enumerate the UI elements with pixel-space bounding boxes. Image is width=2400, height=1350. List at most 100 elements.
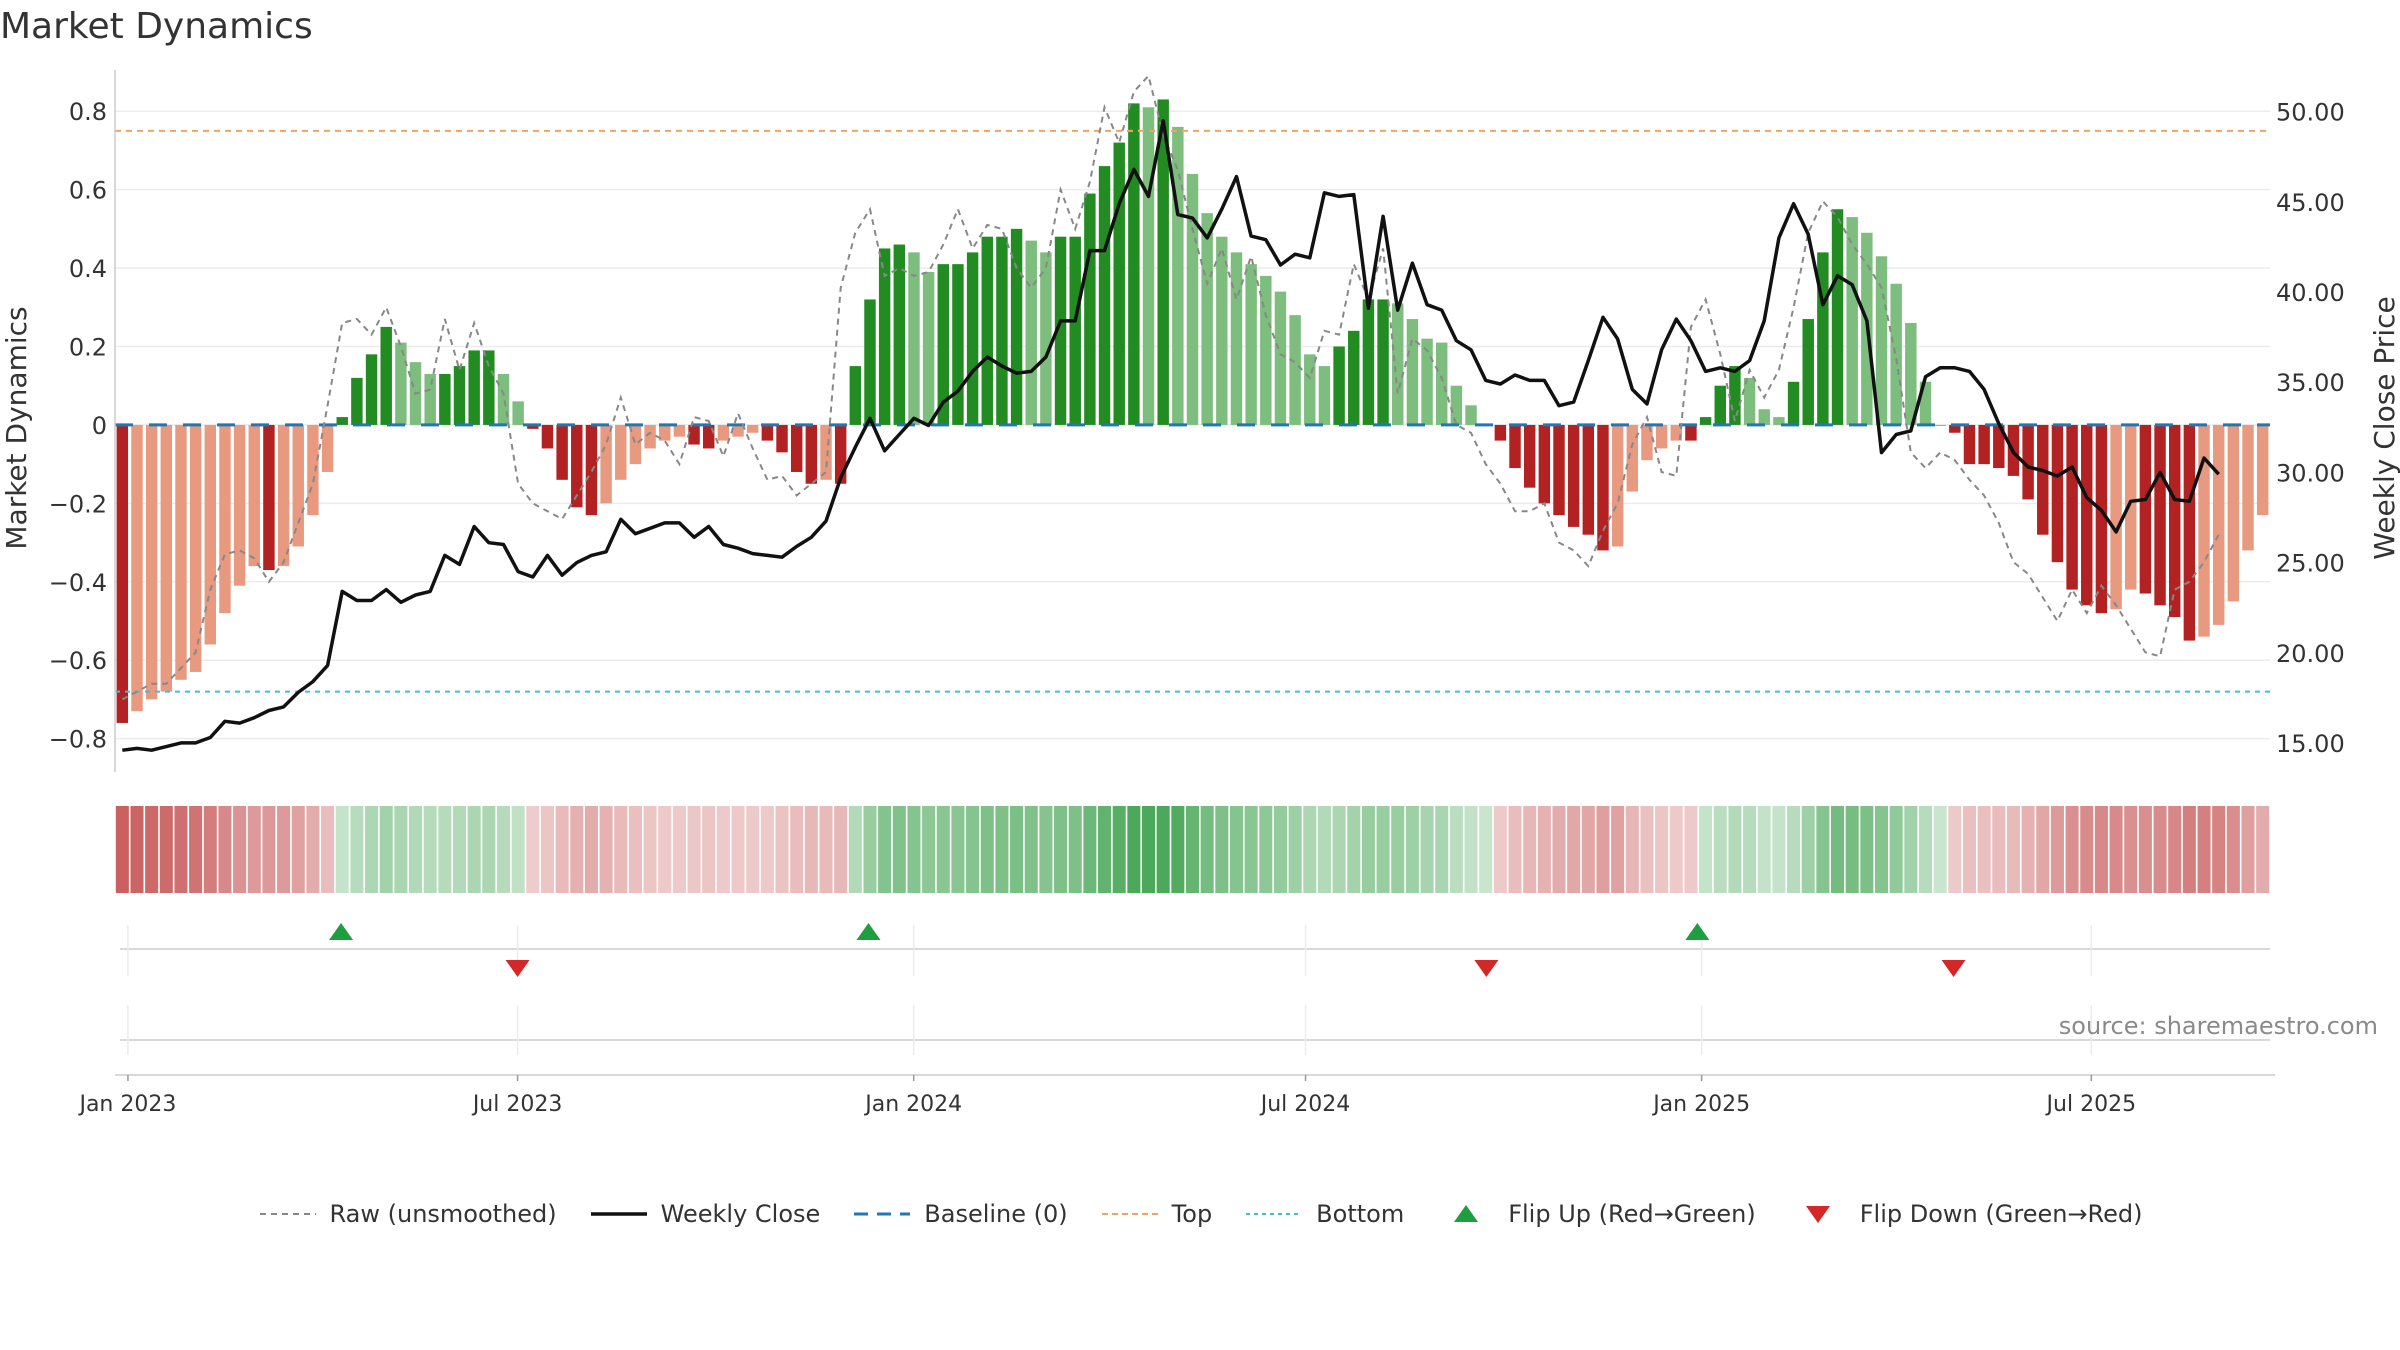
state-cell [643,806,657,893]
state-cell [2124,806,2138,893]
momentum-bar [453,366,466,425]
state-cell [716,806,730,893]
momentum-bar [1773,417,1785,425]
state-cell [1508,806,1522,893]
momentum-bar [1465,405,1477,425]
momentum-bar [1230,252,1243,425]
momentum-bar [497,373,510,425]
state-cell [702,806,716,893]
state-cell [1699,806,1713,893]
state-cell [1933,806,1947,893]
state-cell [1977,806,1991,893]
state-cell [379,806,393,893]
state-cell [438,806,452,893]
state-cell [2241,806,2255,893]
y-tick-label: 0.6 [69,177,107,205]
state-cell [1010,806,1024,893]
y2-tick-label: 15.00 [2276,730,2345,758]
state-cell [496,806,511,893]
momentum-bar [1582,424,1595,535]
momentum-bar [2139,424,2152,594]
momentum-bar [160,424,173,692]
momentum-bar [1890,283,1902,425]
state-cell [1889,806,1903,893]
momentum-bar [1260,275,1272,425]
state-cell [731,806,745,893]
momentum-bar [263,424,275,571]
state-cell [555,806,569,893]
y-tick-label: −0.8 [49,726,107,754]
legend-label: Top [1171,1200,1213,1228]
momentum-bar [1025,240,1037,425]
state-cell [365,806,379,893]
state-cell [1229,806,1244,893]
momentum-bar [2212,424,2225,625]
state-cell [350,806,364,893]
momentum-bar [2081,424,2093,606]
state-cell [1479,806,1493,893]
momentum-bar [820,424,832,480]
momentum-bar [1333,346,1345,425]
state-cell [145,806,159,893]
y-tick-label: 0 [92,412,107,440]
momentum-bar [1538,424,1551,504]
state-cell [1361,806,1375,893]
momentum-bar [1670,424,1682,441]
momentum-bar [1113,142,1125,425]
momentum-bar [1142,107,1155,425]
state-cell [951,806,965,893]
momentum-bar [1919,381,1932,425]
state-cell [1039,806,1053,893]
state-cell [1860,806,1874,893]
momentum-bar [1392,303,1404,425]
state-cell [291,806,305,893]
momentum-bar [233,424,246,586]
momentum-bar [1743,377,1756,425]
momentum-bar [952,264,964,425]
momentum-bar [1421,338,1433,425]
state-cell [1640,806,1654,893]
flip-down-marker [505,960,530,977]
state-cell [1904,806,1918,893]
state-cell [2212,806,2226,893]
momentum-bar [717,424,730,441]
momentum-bar [1245,264,1257,425]
momentum-bar [1436,342,1448,425]
state-cell [1728,806,1742,893]
legend-item-flip-down: Flip Down (Green→Red) [1788,1200,2143,1228]
state-cell [760,806,774,893]
state-cell [1464,806,1478,893]
momentum-bar [1523,424,1536,488]
momentum-bar [2198,424,2210,637]
y2-axis-label: Weekly Close Price [2368,296,2400,559]
state-cell [1435,806,1449,893]
dashed-line-orange-icon [1101,1213,1158,1215]
momentum-bar [541,424,554,449]
momentum-bar [746,424,759,433]
state-cell [1054,806,1068,893]
momentum-bar [1494,424,1507,441]
momentum-bar [893,244,906,425]
momentum-bar [849,366,862,425]
source-credit: source: sharemaestro.com [2058,1012,2378,1040]
dashed-line-blue-icon [854,1212,911,1216]
momentum-bar [2022,424,2034,500]
momentum-bar [1655,424,1668,449]
state-cell [2021,806,2035,893]
state-cell [1581,806,1595,893]
state-cell [1493,806,1507,893]
momentum-bar [2051,424,2064,563]
state-cell [2109,806,2123,893]
legend-label: Weekly Close [660,1200,821,1228]
state-cell [482,806,496,893]
momentum-bar [351,377,363,425]
momentum-bar [439,373,451,425]
y-tick-label: −0.2 [49,490,107,518]
momentum-bar [1787,381,1800,425]
state-cell [1948,806,1962,893]
legend-label: Baseline (0) [924,1200,1068,1228]
state-cell [1288,806,1302,893]
momentum-bar [204,424,217,645]
state-cell [1273,806,1287,893]
